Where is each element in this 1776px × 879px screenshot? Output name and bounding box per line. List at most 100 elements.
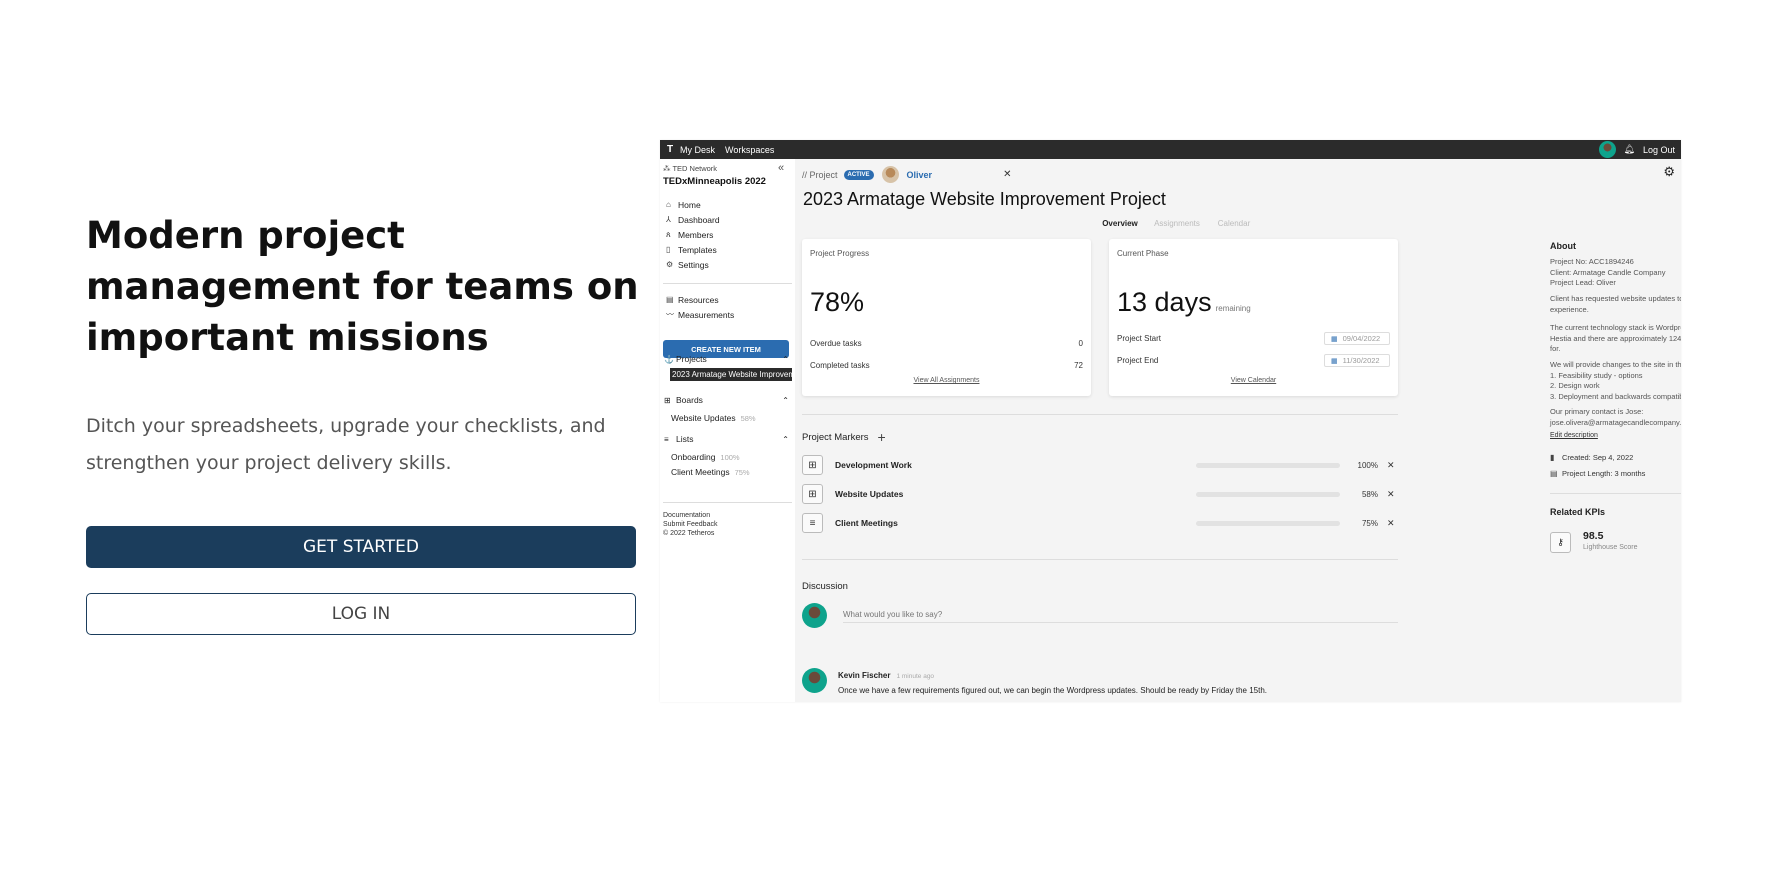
chevron-up-icon: ⌃	[782, 395, 789, 405]
marker-row[interactable]: ⊞ Development Work 100% ✕	[802, 454, 1397, 476]
page-title: 2023 Armatage Website Improvement Projec…	[803, 189, 1166, 209]
add-marker-icon[interactable]: +	[877, 429, 886, 445]
user-avatar[interactable]	[1598, 141, 1616, 158]
sidebar-item-measurements[interactable]: 〰 Measurements	[666, 309, 735, 320]
board-icon: ⊞	[664, 395, 671, 405]
projects-section-header[interactable]: ⚓ Projects ⌃	[664, 354, 789, 364]
settings-icon: ⚙	[666, 260, 674, 269]
get-started-button[interactable]: GET STARTED	[86, 526, 636, 568]
network-label: ⁂ TED Network	[663, 164, 718, 173]
progress-value: 78%	[810, 287, 865, 317]
project-start-row: Project Start ▦ 09/04/2022	[1117, 332, 1390, 345]
end-date-field[interactable]: ▦ 11/30/2022	[1324, 354, 1390, 367]
sidebar-list-item[interactable]: Onboarding 100%	[671, 452, 740, 462]
bell-icon[interactable]: 🔔︎	[1623, 144, 1635, 154]
documentation-link[interactable]: Documentation	[663, 512, 711, 519]
sidebar-nav: ⌂ Home ⅄ Dashboard ጰ Members ▯ Templates ⚙ Se…	[666, 197, 720, 272]
status-badge: ACTIVE	[843, 169, 874, 180]
log-in-button[interactable]: LOG IN	[86, 593, 636, 635]
card-label: Project Progress	[810, 249, 870, 258]
project-markers-header: Project Markers +	[802, 429, 886, 445]
sidebar-item-members[interactable]: ጰ Members	[666, 229, 714, 240]
lists-section-header[interactable]: ≡ Lists ⌃	[664, 434, 789, 444]
tab-bar: Overview Assignments Calendar	[1095, 219, 1266, 228]
avatar	[802, 668, 827, 693]
comment-time: 1 minute ago	[896, 673, 935, 680]
copyright: © 2022 Tetheros	[663, 530, 715, 537]
about-phases: We will provide changes to the site in t…	[1550, 360, 1681, 401]
create-new-item-button[interactable]: CREATE NEW ITEM	[663, 340, 789, 358]
collapse-icon[interactable]: «	[778, 162, 785, 174]
key-icon: ⚷	[1550, 531, 1571, 553]
home-icon: ⌂	[666, 200, 671, 209]
discussion-header: Discussion	[802, 581, 848, 592]
divider	[802, 414, 1398, 415]
list-icon: ≡	[664, 434, 669, 444]
completed-row: Completed tasks 72	[810, 361, 1083, 370]
tab-assignments[interactable]: Assignments	[1154, 219, 1200, 228]
sidebar-item-settings[interactable]: ⚙ Settings	[666, 259, 709, 270]
sidebar-footer: Documentation Submit Feedback © 2022 Tet…	[663, 511, 717, 538]
remove-marker-icon[interactable]: ✕	[1387, 459, 1395, 470]
sidebar-project-active[interactable]: 2023 Armatage Website Improvement Projec…	[670, 368, 792, 381]
divider	[802, 559, 1398, 560]
related-kpis-title: Related KPIs	[1550, 507, 1606, 517]
nav-workspaces[interactable]: Workspaces	[725, 144, 775, 155]
phase-value: 13 days remaining	[1117, 287, 1251, 317]
sidebar-item-dashboard[interactable]: ⅄ Dashboard	[666, 214, 720, 225]
templates-icon: ▯	[666, 245, 671, 254]
sidebar-board-item[interactable]: Website Updates 58%	[671, 413, 756, 423]
sidebar-nav-secondary: ▤ Resources 〰 Measurements	[666, 292, 734, 322]
sidebar-list-item[interactable]: Client Meetings 75%	[671, 467, 750, 477]
marker-progress-bar	[1196, 462, 1340, 468]
board-icon: ⊞	[802, 455, 823, 475]
app-preview: T My Desk Workspaces 🔔︎ Log Out ⁂ TED Ne…	[660, 140, 1681, 702]
sidebar-item-home[interactable]: ⌂ Home	[666, 199, 701, 210]
sidebar-divider	[663, 283, 792, 284]
sidebar-item-templates[interactable]: ▯ Templates	[666, 244, 717, 255]
project-lead-chip[interactable]: Oliver ✕	[881, 166, 1012, 183]
log-out-link[interactable]: Log Out	[1642, 144, 1675, 155]
calendar-icon: ▤	[1550, 469, 1558, 478]
view-calendar-link[interactable]: View Calendar	[1230, 377, 1277, 384]
current-phase-card: Current Phase 13 days remaining Project S…	[1109, 239, 1398, 396]
card-label: Current Phase	[1117, 249, 1169, 258]
overdue-row: Overdue tasks 0	[810, 339, 1083, 348]
app-logo[interactable]: T	[666, 144, 674, 155]
breadcrumb: // Project ACTIVE Oliver ✕	[802, 166, 1012, 183]
calendar-icon: ▦	[1331, 357, 1338, 365]
remove-marker-icon[interactable]: ✕	[1387, 517, 1395, 528]
chevron-up-icon: ⌃	[782, 354, 789, 364]
breadcrumb-project[interactable]: // Project	[802, 169, 838, 180]
tab-overview[interactable]: Overview	[1102, 219, 1138, 228]
marker-row[interactable]: ⊞ Website Updates 58% ✕	[802, 483, 1397, 505]
top-bar: T My Desk Workspaces 🔔︎ Log Out	[660, 140, 1681, 159]
main-content: // Project ACTIVE Oliver ✕ ⚙ 2023 Armata…	[795, 159, 1681, 702]
gear-icon[interactable]: ⚙	[1663, 164, 1675, 179]
remove-marker-icon[interactable]: ✕	[1387, 488, 1395, 499]
marker-row[interactable]: ≡ Client Meetings 75% ✕	[802, 512, 1397, 534]
anchor-icon: ⚓	[664, 354, 674, 364]
sidebar-item-resources[interactable]: ▤ Resources	[666, 294, 719, 305]
view-all-assignments-link[interactable]: View All Assignments	[913, 377, 980, 384]
about-title: About	[1550, 241, 1576, 251]
divider	[1550, 493, 1681, 494]
boards-section-header[interactable]: ⊞ Boards ⌃	[664, 395, 789, 405]
start-date-field[interactable]: ▦ 09/04/2022	[1324, 332, 1390, 345]
list-icon: ≡	[802, 513, 823, 533]
tab-calendar[interactable]: Calendar	[1217, 219, 1251, 228]
members-icon: ጰ	[666, 229, 671, 239]
kpi-value: 98.5 Lighthouse Score	[1583, 530, 1638, 552]
sidebar-divider	[663, 502, 792, 503]
edit-description-link[interactable]: Edit description	[1550, 432, 1598, 439]
submit-feedback-link[interactable]: Submit Feedback	[663, 521, 718, 528]
measurements-icon: 〰	[666, 310, 674, 319]
discussion-input[interactable]	[843, 607, 1398, 623]
sidebar: ⁂ TED Network « TEDxMinneapolis 2022 ⌂ Ho…	[660, 159, 795, 702]
org-name: TEDxMinneapolis 2022	[663, 176, 766, 187]
nav-my-desk[interactable]: My Desk	[680, 144, 716, 155]
marker-progress-bar	[1196, 491, 1340, 497]
close-icon[interactable]: ✕	[1003, 169, 1012, 180]
comment-author: Kevin Fischer 1 minute ago	[838, 671, 935, 680]
